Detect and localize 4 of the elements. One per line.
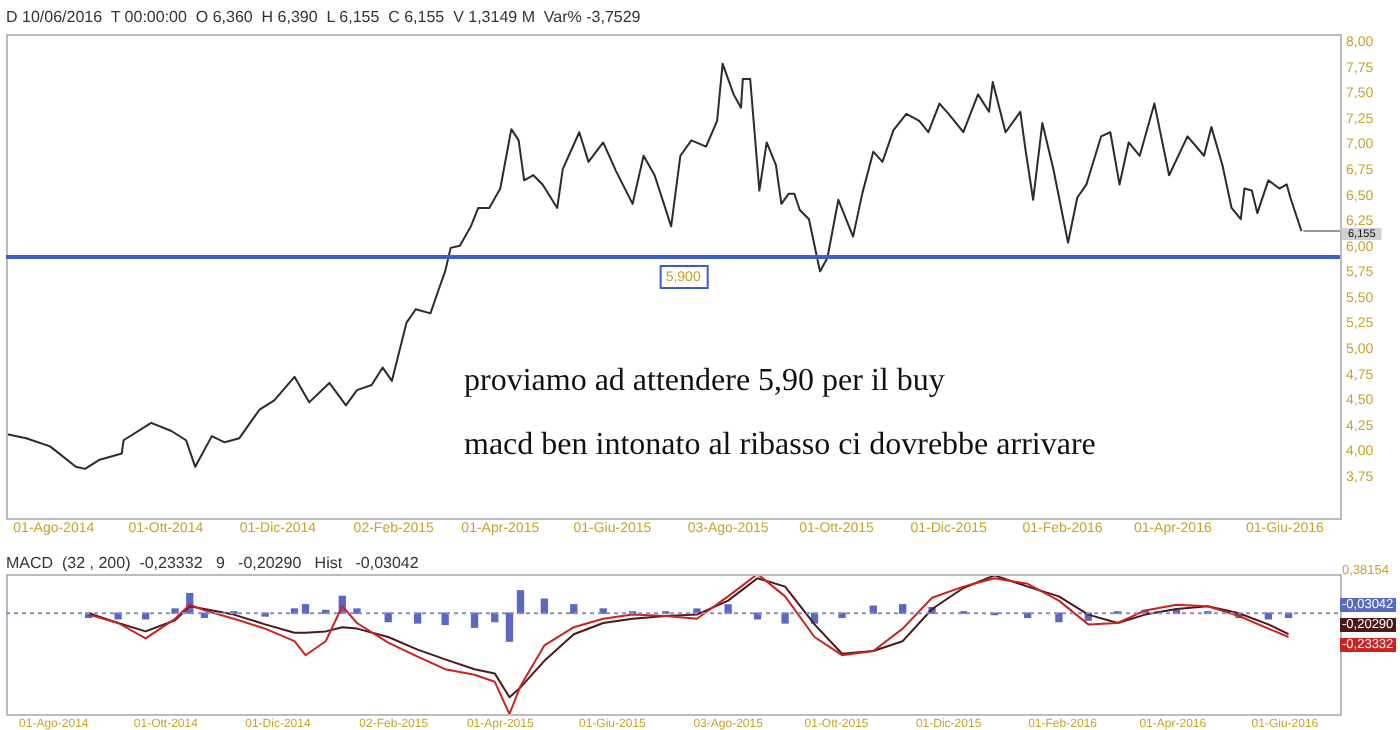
annotation: macd ben intonato al ribasso ci dovrebbe arrivare: [464, 428, 1096, 464]
chart-subtitle: D 10/06/2016 T 00:00:00 O 6,360 H 6,390 L 6,155 C 6,155 V 1,3149 M Var% -3,7529: [6, 8, 641, 26]
annotation: proviamo ad attendere 5,90 per il buy: [464, 364, 945, 400]
chart-subtitle: MACD (32 , 200) -0,23332 9 -0,20290 Hist -0,03042: [6, 554, 419, 572]
